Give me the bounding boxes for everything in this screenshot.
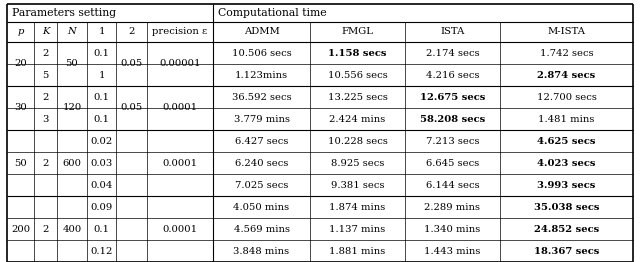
Text: 600: 600 <box>63 159 81 167</box>
Text: 0.12: 0.12 <box>90 247 113 255</box>
Text: 1.340 mins: 1.340 mins <box>424 225 481 233</box>
Text: 1.481 mins: 1.481 mins <box>538 114 595 123</box>
Text: 6.645 secs: 6.645 secs <box>426 159 479 167</box>
Text: 9.381 secs: 9.381 secs <box>331 181 384 189</box>
Text: 3.993 secs: 3.993 secs <box>538 181 596 189</box>
Text: 2: 2 <box>128 28 134 36</box>
Text: K: K <box>42 28 49 36</box>
Text: 0.1: 0.1 <box>93 92 109 101</box>
Text: 10.228 secs: 10.228 secs <box>328 137 387 145</box>
Text: 1.443 mins: 1.443 mins <box>424 247 481 255</box>
Text: Parameters setting: Parameters setting <box>12 8 116 18</box>
Text: 7.025 secs: 7.025 secs <box>235 181 288 189</box>
Text: p: p <box>17 28 24 36</box>
Text: 1: 1 <box>99 28 105 36</box>
Text: M-ISTA: M-ISTA <box>547 28 586 36</box>
Text: 1.158 secs: 1.158 secs <box>328 48 387 57</box>
Text: 0.02: 0.02 <box>90 137 113 145</box>
Text: 7.213 secs: 7.213 secs <box>426 137 479 145</box>
Text: 24.852 secs: 24.852 secs <box>534 225 599 233</box>
Text: 3: 3 <box>42 114 49 123</box>
Text: 8.925 secs: 8.925 secs <box>331 159 384 167</box>
Text: 4.569 mins: 4.569 mins <box>234 225 289 233</box>
Text: 12.700 secs: 12.700 secs <box>536 92 596 101</box>
Text: 1.874 mins: 1.874 mins <box>330 203 386 211</box>
Text: 0.00001: 0.00001 <box>159 59 201 68</box>
Text: 36.592 secs: 36.592 secs <box>232 92 291 101</box>
Text: 4.023 secs: 4.023 secs <box>537 159 596 167</box>
Text: ISTA: ISTA <box>440 28 465 36</box>
Text: 6.240 secs: 6.240 secs <box>235 159 288 167</box>
Text: 20: 20 <box>14 59 27 68</box>
Text: 0.05: 0.05 <box>120 59 143 68</box>
Text: 2.289 mins: 2.289 mins <box>424 203 481 211</box>
Text: 0.05: 0.05 <box>120 103 143 112</box>
Text: 0.0001: 0.0001 <box>163 225 198 233</box>
Text: 2: 2 <box>42 48 49 57</box>
Text: 1.881 mins: 1.881 mins <box>330 247 386 255</box>
Text: 6.144 secs: 6.144 secs <box>426 181 479 189</box>
Text: 3.779 mins: 3.779 mins <box>234 114 289 123</box>
Text: 35.038 secs: 35.038 secs <box>534 203 599 211</box>
Text: 4.625 secs: 4.625 secs <box>537 137 596 145</box>
Text: 2.424 mins: 2.424 mins <box>330 114 386 123</box>
Text: FMGL: FMGL <box>342 28 373 36</box>
Text: 0.1: 0.1 <box>93 225 109 233</box>
Text: Computational time: Computational time <box>218 8 326 18</box>
Text: 2: 2 <box>42 92 49 101</box>
Text: 5: 5 <box>42 70 49 79</box>
Text: 0.0001: 0.0001 <box>163 159 198 167</box>
Text: 0.1: 0.1 <box>93 48 109 57</box>
Text: 400: 400 <box>62 225 82 233</box>
Text: ADMM: ADMM <box>244 28 280 36</box>
Text: 10.556 secs: 10.556 secs <box>328 70 387 79</box>
Text: 13.225 secs: 13.225 secs <box>328 92 387 101</box>
Text: 1.137 mins: 1.137 mins <box>330 225 386 233</box>
Text: 0.0001: 0.0001 <box>163 103 198 112</box>
Text: 30: 30 <box>14 103 27 112</box>
Text: 6.427 secs: 6.427 secs <box>235 137 288 145</box>
Text: 2: 2 <box>42 159 49 167</box>
Text: 3.848 mins: 3.848 mins <box>234 247 289 255</box>
Text: 12.675 secs: 12.675 secs <box>420 92 485 101</box>
Text: 0.09: 0.09 <box>90 203 113 211</box>
Text: N: N <box>68 28 76 36</box>
Text: 10.506 secs: 10.506 secs <box>232 48 291 57</box>
Text: 50: 50 <box>66 59 78 68</box>
Text: 50: 50 <box>14 159 27 167</box>
Text: 0.1: 0.1 <box>93 114 109 123</box>
Text: 2.174 secs: 2.174 secs <box>426 48 479 57</box>
Text: 18.367 secs: 18.367 secs <box>534 247 599 255</box>
Text: precision ε: precision ε <box>152 28 207 36</box>
Text: 58.208 secs: 58.208 secs <box>420 114 485 123</box>
Text: 200: 200 <box>11 225 30 233</box>
Text: 4.216 secs: 4.216 secs <box>426 70 479 79</box>
Text: 4.050 mins: 4.050 mins <box>234 203 289 211</box>
Text: 1.123mins: 1.123mins <box>235 70 288 79</box>
Text: 0.03: 0.03 <box>90 159 113 167</box>
Text: 2: 2 <box>42 225 49 233</box>
Text: 1: 1 <box>99 70 105 79</box>
Text: 0.04: 0.04 <box>90 181 113 189</box>
Text: 1.742 secs: 1.742 secs <box>540 48 593 57</box>
Text: 120: 120 <box>62 103 82 112</box>
Text: 2.874 secs: 2.874 secs <box>538 70 596 79</box>
